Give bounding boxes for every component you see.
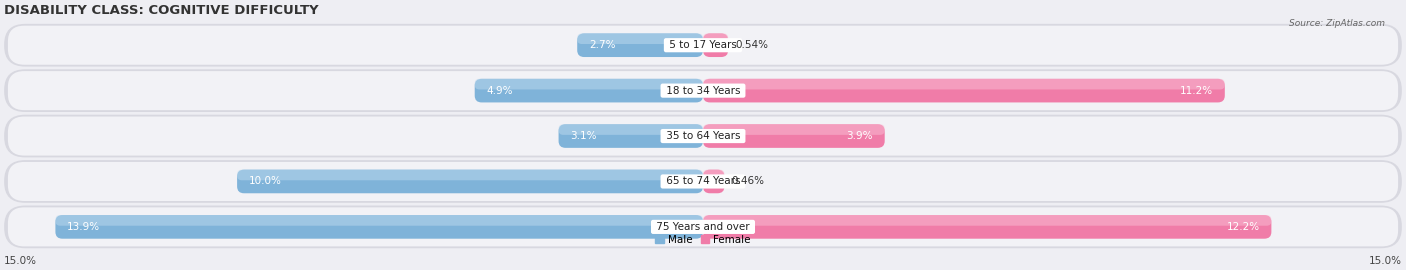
FancyBboxPatch shape bbox=[4, 160, 1402, 203]
FancyBboxPatch shape bbox=[4, 69, 1402, 112]
Text: Source: ZipAtlas.com: Source: ZipAtlas.com bbox=[1289, 19, 1385, 28]
Text: 3.9%: 3.9% bbox=[846, 131, 873, 141]
Text: 0.46%: 0.46% bbox=[731, 177, 765, 187]
FancyBboxPatch shape bbox=[8, 71, 1398, 110]
FancyBboxPatch shape bbox=[8, 26, 1398, 65]
FancyBboxPatch shape bbox=[703, 33, 728, 57]
Text: 3.1%: 3.1% bbox=[571, 131, 596, 141]
FancyBboxPatch shape bbox=[238, 170, 703, 180]
FancyBboxPatch shape bbox=[703, 79, 1225, 89]
FancyBboxPatch shape bbox=[8, 117, 1398, 156]
FancyBboxPatch shape bbox=[8, 207, 1398, 247]
Text: 13.9%: 13.9% bbox=[67, 222, 100, 232]
FancyBboxPatch shape bbox=[703, 124, 884, 148]
Legend: Male, Female: Male, Female bbox=[651, 231, 755, 249]
Text: 2.7%: 2.7% bbox=[589, 40, 616, 50]
FancyBboxPatch shape bbox=[55, 215, 703, 239]
FancyBboxPatch shape bbox=[703, 215, 1271, 239]
FancyBboxPatch shape bbox=[558, 124, 703, 148]
Text: DISABILITY CLASS: COGNITIVE DIFFICULTY: DISABILITY CLASS: COGNITIVE DIFFICULTY bbox=[4, 4, 319, 17]
FancyBboxPatch shape bbox=[703, 170, 724, 180]
FancyBboxPatch shape bbox=[703, 124, 884, 135]
Text: 75 Years and over: 75 Years and over bbox=[652, 222, 754, 232]
FancyBboxPatch shape bbox=[238, 170, 703, 193]
FancyBboxPatch shape bbox=[4, 115, 1402, 157]
Text: 5 to 17 Years: 5 to 17 Years bbox=[666, 40, 740, 50]
FancyBboxPatch shape bbox=[703, 79, 1225, 102]
FancyBboxPatch shape bbox=[578, 33, 703, 44]
Text: 35 to 64 Years: 35 to 64 Years bbox=[662, 131, 744, 141]
Text: 15.0%: 15.0% bbox=[1369, 256, 1402, 266]
FancyBboxPatch shape bbox=[4, 205, 1402, 248]
FancyBboxPatch shape bbox=[703, 170, 724, 193]
Text: 4.9%: 4.9% bbox=[486, 86, 513, 96]
Text: 12.2%: 12.2% bbox=[1226, 222, 1260, 232]
Text: 10.0%: 10.0% bbox=[249, 177, 281, 187]
FancyBboxPatch shape bbox=[703, 215, 1271, 226]
FancyBboxPatch shape bbox=[558, 124, 703, 135]
Text: 11.2%: 11.2% bbox=[1180, 86, 1213, 96]
FancyBboxPatch shape bbox=[4, 24, 1402, 67]
FancyBboxPatch shape bbox=[55, 215, 703, 226]
FancyBboxPatch shape bbox=[703, 33, 728, 44]
Text: 0.54%: 0.54% bbox=[735, 40, 768, 50]
Text: 15.0%: 15.0% bbox=[4, 256, 37, 266]
FancyBboxPatch shape bbox=[578, 33, 703, 57]
Text: 18 to 34 Years: 18 to 34 Years bbox=[662, 86, 744, 96]
FancyBboxPatch shape bbox=[8, 162, 1398, 201]
FancyBboxPatch shape bbox=[475, 79, 703, 89]
Text: 65 to 74 Years: 65 to 74 Years bbox=[662, 177, 744, 187]
FancyBboxPatch shape bbox=[475, 79, 703, 102]
